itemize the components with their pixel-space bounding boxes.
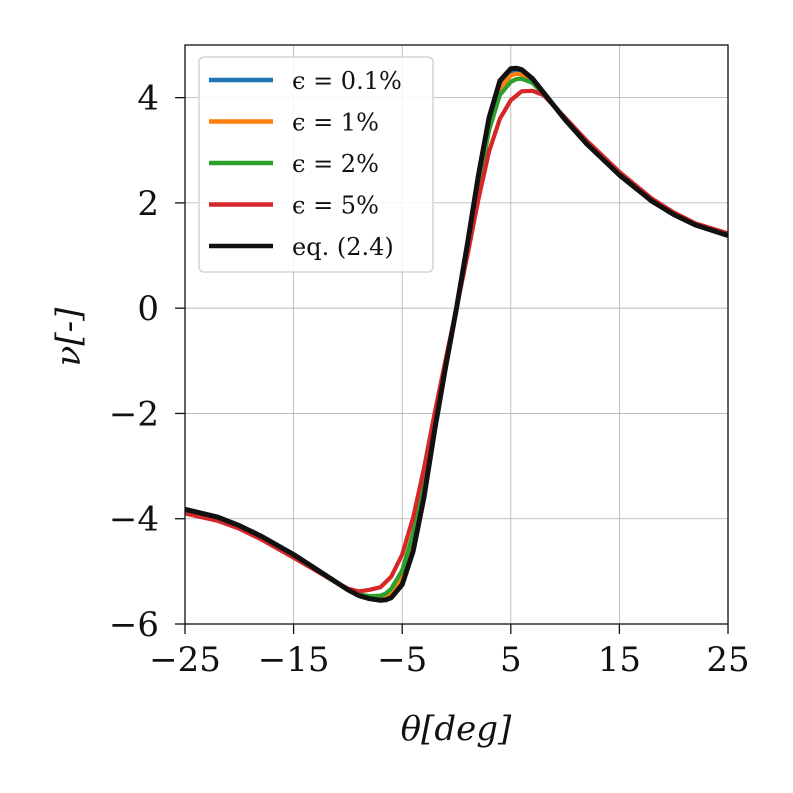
y-tick-label: 0 xyxy=(137,289,159,329)
x-tick-label: −25 xyxy=(149,640,221,680)
x-tick-label: 25 xyxy=(706,640,749,680)
legend-label-1: ϵ = 0.1% xyxy=(292,67,402,95)
y-tick-label: −2 xyxy=(109,394,159,434)
plot-frame xyxy=(184,44,729,625)
legend-label-4: ϵ = 5% xyxy=(292,192,379,220)
y-tick-label: −4 xyxy=(109,500,159,540)
legend-label-5: eq. (2.4) xyxy=(292,233,394,261)
series-layer xyxy=(184,65,729,603)
x-tick-label: −5 xyxy=(377,640,427,680)
x-tick-label: 5 xyxy=(500,640,522,680)
y-tick-label: −6 xyxy=(109,605,159,645)
ticks: −25 −15 −5 5 15 25 −6 −4 −2 0 2 4 xyxy=(109,79,750,680)
legend-label-2: ϵ = 1% xyxy=(292,109,379,137)
legend-label-3: ϵ = 2% xyxy=(292,150,379,178)
y-axis-label: ν[-] xyxy=(49,307,89,366)
y-tick-label: 2 xyxy=(137,184,159,224)
x-tick-label: 15 xyxy=(598,640,641,680)
legend-box xyxy=(198,56,434,273)
legend: ϵ = 0.1% ϵ = 1% ϵ = 2% ϵ = 5% eq. (2.4) xyxy=(198,56,434,273)
x-tick-label: −15 xyxy=(258,640,330,680)
series-line-5 xyxy=(184,65,729,603)
y-tick-label: 4 xyxy=(137,79,159,119)
x-axis-label: θ[deg] xyxy=(401,709,512,749)
